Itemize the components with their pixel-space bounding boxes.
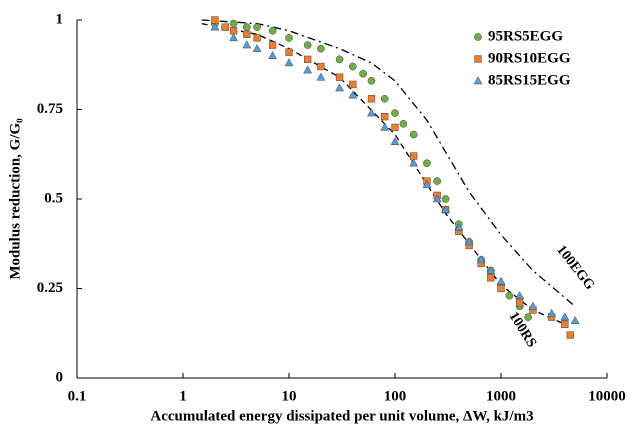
legend-label: 85RS15EGG: [488, 72, 571, 88]
data-point: [410, 152, 418, 160]
data-point: [380, 94, 389, 103]
data-point: [317, 44, 325, 53]
data-point: [268, 41, 277, 49]
data-point: [335, 83, 344, 92]
data-point: [303, 41, 312, 49]
data-point: [367, 77, 376, 85]
data-point: [476, 255, 486, 264]
curve-label: 100EGG: [553, 243, 597, 293]
data-point: [335, 55, 344, 64]
y-axis-label: Modulus reduction, G/G₀: [7, 118, 23, 280]
data-point: [390, 137, 400, 145]
data-point: [349, 80, 357, 89]
data-point: [303, 65, 313, 74]
data-point: [486, 265, 496, 274]
legend-label: 90RS10EGG: [488, 50, 571, 66]
data-point: [242, 23, 251, 32]
data-point: [359, 69, 367, 78]
legend-marker: [474, 55, 482, 63]
data-point: [570, 316, 580, 324]
reference-curve: [201, 22, 566, 325]
data-point: [229, 33, 238, 42]
data-point: [505, 291, 514, 300]
legend-label: 95RS5EGG: [488, 28, 563, 44]
data-point: [221, 23, 229, 31]
y-tick-label: 0.5: [44, 190, 63, 206]
data-point: [441, 195, 450, 203]
x-tick-label: 1000: [486, 388, 516, 404]
data-point: [515, 290, 525, 299]
data-point: [399, 119, 408, 128]
data-point: [285, 34, 293, 42]
data-point: [409, 130, 418, 139]
data-point: [496, 276, 506, 285]
data-point: [229, 27, 238, 35]
x-tick-label: 0.1: [68, 388, 87, 404]
data-point: [380, 122, 390, 131]
data-point: [516, 299, 524, 307]
data-point: [211, 16, 219, 24]
data-point: [335, 73, 344, 81]
data-point: [391, 109, 399, 117]
data-point: [253, 34, 261, 42]
data-point: [391, 123, 399, 132]
x-axis-label: Accumulated energy dissipated per unit v…: [150, 408, 533, 424]
legend-marker: [473, 76, 483, 85]
data-point: [524, 313, 532, 321]
data-point: [367, 108, 376, 117]
data-point: [348, 90, 358, 99]
reference-curve: [201, 19, 576, 307]
data-point: [367, 95, 376, 103]
x-tick-label: 10000: [588, 388, 626, 404]
data-point: [381, 113, 389, 121]
data-point: [547, 308, 556, 317]
data-point: [243, 30, 251, 38]
data-point: [566, 331, 574, 339]
y-tick-label: 0.75: [37, 101, 63, 117]
data-point: [409, 158, 419, 167]
data-point: [423, 159, 431, 168]
data-point: [561, 320, 569, 328]
data-point: [464, 237, 474, 246]
curve-label: 100RS: [506, 309, 539, 350]
data-point: [454, 222, 464, 231]
data-point: [528, 301, 538, 310]
y-tick-label: 1: [56, 11, 64, 27]
data-point: [497, 284, 505, 293]
data-point: [285, 48, 293, 56]
y-tick-label: 0: [56, 369, 64, 385]
data-point: [560, 312, 570, 321]
data-point: [284, 58, 294, 67]
data-point: [242, 40, 252, 49]
data-point: [316, 72, 326, 81]
data-point: [433, 177, 442, 185]
x-tick-label: 100: [384, 388, 407, 404]
legend-marker: [474, 33, 482, 41]
data-point: [268, 51, 278, 60]
data-point: [252, 43, 262, 52]
data-point: [487, 274, 495, 282]
data-point: [422, 179, 432, 188]
data-point: [432, 194, 442, 203]
x-tick-label: 10: [282, 388, 297, 404]
data-point: [317, 62, 325, 71]
data-point: [210, 22, 220, 31]
data-point: [304, 55, 312, 64]
data-point: [229, 19, 238, 28]
data-point: [441, 205, 450, 213]
data-point: [253, 23, 261, 32]
data-point: [268, 26, 277, 35]
x-tick-label: 1: [179, 388, 187, 404]
data-point: [348, 62, 357, 71]
y-tick-label: 0.25: [37, 280, 63, 296]
